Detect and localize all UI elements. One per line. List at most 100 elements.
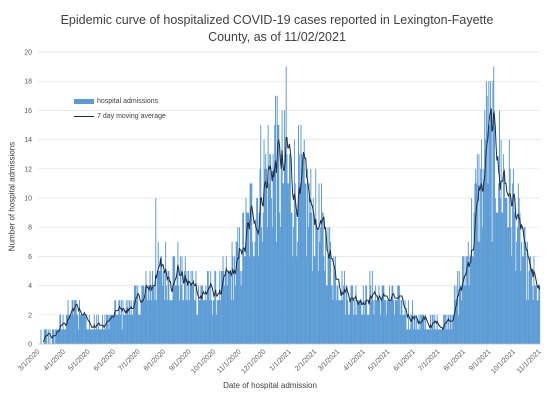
admission-bar [71, 300, 73, 344]
admission-bar [375, 300, 377, 344]
admission-bar [298, 154, 300, 344]
admission-bar [465, 285, 467, 344]
x-tick-label: 7/1/2021 [417, 348, 441, 372]
admission-bar [304, 183, 306, 344]
admission-bar [357, 300, 359, 344]
admission-bar [418, 314, 420, 344]
admission-bar [90, 329, 92, 344]
admission-bar [332, 300, 334, 344]
admission-bar [479, 241, 481, 344]
admission-bar [386, 300, 388, 344]
admission-bar [244, 256, 246, 344]
admission-bar [161, 256, 163, 344]
admission-bar [482, 168, 484, 344]
admission-bar [405, 314, 407, 344]
admission-bar [423, 314, 425, 344]
admission-bar [111, 314, 113, 344]
legend-item-admissions: hospital admissions [74, 94, 166, 109]
admission-bar [296, 256, 298, 344]
moving-average-line [42, 108, 541, 343]
admission-bar [438, 329, 440, 344]
admission-bar [206, 271, 208, 344]
y-tick-label: 0 [28, 342, 32, 349]
admission-bar [69, 314, 71, 344]
admission-bar [61, 329, 63, 344]
admission-bar [367, 314, 369, 344]
admission-bar [494, 110, 496, 345]
admission-bar [66, 314, 68, 344]
admission-bar [232, 256, 234, 344]
admission-bar [481, 227, 483, 344]
admission-bar [412, 329, 414, 344]
admission-bar [471, 256, 473, 344]
admission-bar [435, 329, 437, 344]
admission-bar [277, 125, 279, 344]
admission-bar [234, 285, 236, 344]
admission-bar [343, 285, 345, 344]
admission-bar [450, 314, 452, 344]
admission-bar [206, 300, 208, 344]
admission-bar [310, 168, 312, 344]
admission-bar [330, 285, 332, 344]
admission-bar [133, 285, 135, 344]
admission-bar [242, 212, 244, 344]
admission-bar [79, 314, 81, 344]
admission-bar [476, 183, 477, 344]
admission-bar [430, 314, 432, 344]
admission-bar [454, 300, 456, 344]
admission-bar [338, 300, 340, 344]
admission-bar [283, 183, 285, 344]
admission-bar [211, 314, 213, 344]
admission-bar [377, 300, 379, 344]
admission-bar [92, 329, 94, 344]
admission-bar [209, 300, 211, 344]
admission-bar [302, 154, 304, 344]
admission-bar [375, 285, 377, 344]
admission-bar [315, 168, 317, 344]
admission-bar [473, 212, 475, 344]
admission-bar [467, 241, 469, 344]
admission-bar [201, 285, 203, 344]
admission-bar [260, 125, 262, 344]
admission-bar [537, 300, 539, 344]
admission-bar [197, 285, 199, 344]
admission-bar [339, 300, 341, 344]
admission-bar [362, 285, 364, 344]
admission-bar [225, 271, 226, 344]
admission-bar [309, 212, 311, 344]
admission-bar [348, 314, 350, 344]
admission-bar [320, 183, 322, 344]
admission-bar [460, 285, 462, 344]
admission-bar [408, 329, 410, 344]
admission-bar [225, 256, 227, 344]
admission-bar [58, 329, 60, 344]
admission-bar [485, 81, 487, 344]
admission-bar [370, 285, 372, 344]
admission-bar [192, 271, 194, 344]
admission-bar [447, 329, 449, 344]
admission-bar [139, 314, 141, 344]
admission-bar [235, 241, 237, 344]
admission-bar [291, 212, 293, 344]
x-tick-label: 5/1/2021 [367, 348, 391, 372]
admission-bar [213, 300, 215, 344]
admission-bar [520, 271, 522, 344]
x-tick-label: 8/1/2020 [143, 348, 167, 372]
admission-bar [120, 314, 121, 344]
admission-bar [452, 314, 454, 344]
admission-bar [80, 314, 82, 344]
admission-bar [74, 300, 76, 344]
admission-bar [220, 300, 222, 344]
admission-bar [285, 66, 287, 344]
admission-bar [252, 241, 254, 344]
admission-bar [363, 314, 365, 344]
admission-bar [316, 227, 318, 344]
admission-bar [390, 300, 392, 344]
admission-bar [125, 300, 127, 344]
admission-bar [407, 300, 409, 344]
admission-bar [466, 256, 468, 344]
admission-bar [292, 256, 294, 344]
admission-bar [246, 212, 248, 344]
admission-bar [472, 256, 474, 344]
admission-bar [156, 271, 158, 344]
